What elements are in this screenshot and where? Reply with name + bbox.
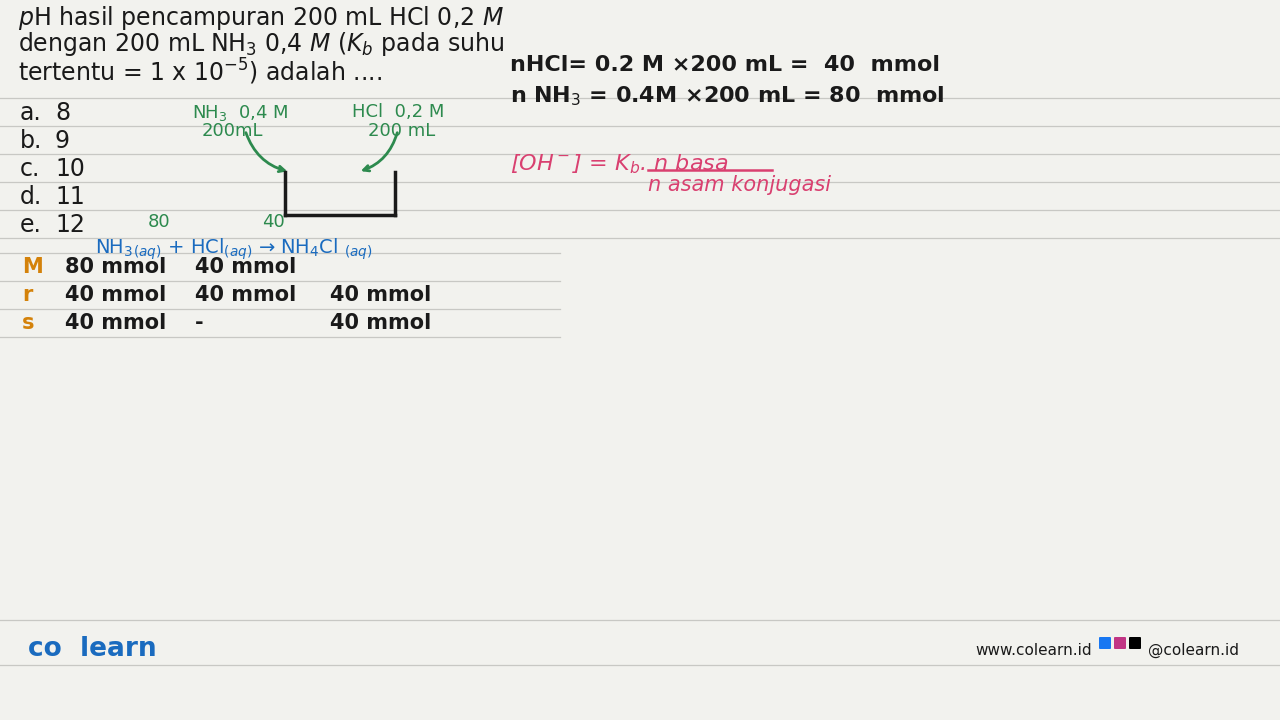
Text: 40 mmol: 40 mmol <box>65 285 166 305</box>
Text: 40 mmol: 40 mmol <box>65 313 166 333</box>
Text: b.: b. <box>20 129 42 153</box>
Text: dengan 200 mL NH$_3$ 0,4 $M$ ($K_b$ pada suhu: dengan 200 mL NH$_3$ 0,4 $M$ ($K_b$ pada… <box>18 30 504 58</box>
Text: -: - <box>195 313 204 333</box>
Text: r: r <box>22 285 32 305</box>
Text: 80: 80 <box>148 213 170 231</box>
Text: 40 mmol: 40 mmol <box>330 285 431 305</box>
Text: d.: d. <box>20 185 42 209</box>
Text: 40 mmol: 40 mmol <box>195 285 296 305</box>
FancyBboxPatch shape <box>1129 637 1140 649</box>
Text: 200mL: 200mL <box>202 122 264 140</box>
Text: 40 mmol: 40 mmol <box>330 313 431 333</box>
Text: 8: 8 <box>55 101 70 125</box>
Text: a.: a. <box>20 101 42 125</box>
FancyBboxPatch shape <box>1100 637 1111 649</box>
Text: nHCl= 0.2 M ×200 mL =  40  mmol: nHCl= 0.2 M ×200 mL = 40 mmol <box>509 55 940 75</box>
Text: 40 mmol: 40 mmol <box>195 257 296 277</box>
Text: NH$_3$$_{(aq)}$ + HCl$_{(aq)}$ → NH$_4$Cl $_{(aq)}$: NH$_3$$_{(aq)}$ + HCl$_{(aq)}$ → NH$_4$C… <box>95 237 372 263</box>
Text: c.: c. <box>20 157 41 181</box>
Text: $p$H hasil pencampuran 200 mL HCl 0,2 $M$: $p$H hasil pencampuran 200 mL HCl 0,2 $M… <box>18 4 504 32</box>
Text: 12: 12 <box>55 213 84 237</box>
Text: s: s <box>22 313 35 333</box>
Text: 200 mL: 200 mL <box>369 122 435 140</box>
Text: co  learn: co learn <box>28 636 156 662</box>
Text: 11: 11 <box>55 185 84 209</box>
Text: 80 mmol: 80 mmol <box>65 257 166 277</box>
Text: 10: 10 <box>55 157 84 181</box>
Text: 9: 9 <box>55 129 70 153</box>
Text: NH$_3$  0,4 M: NH$_3$ 0,4 M <box>192 103 288 123</box>
FancyBboxPatch shape <box>1114 637 1126 649</box>
Text: www.colearn.id: www.colearn.id <box>975 643 1092 658</box>
Text: n NH$_3$ = 0.4M ×200 mL = 80  mmol: n NH$_3$ = 0.4M ×200 mL = 80 mmol <box>509 84 945 107</box>
Text: @colearn.id: @colearn.id <box>1148 643 1239 658</box>
Text: n asam konjugasi: n asam konjugasi <box>648 175 831 195</box>
Text: 40: 40 <box>262 213 284 231</box>
Text: M: M <box>22 257 42 277</box>
Text: HCl  0,2 M: HCl 0,2 M <box>352 103 444 121</box>
Text: tertentu = 1 x 10$^{-5}$) adalah ....: tertentu = 1 x 10$^{-5}$) adalah .... <box>18 57 383 87</box>
Text: [OH$^-$] = K$_b$. n basa: [OH$^-$] = K$_b$. n basa <box>509 152 728 176</box>
Text: e.: e. <box>20 213 42 237</box>
